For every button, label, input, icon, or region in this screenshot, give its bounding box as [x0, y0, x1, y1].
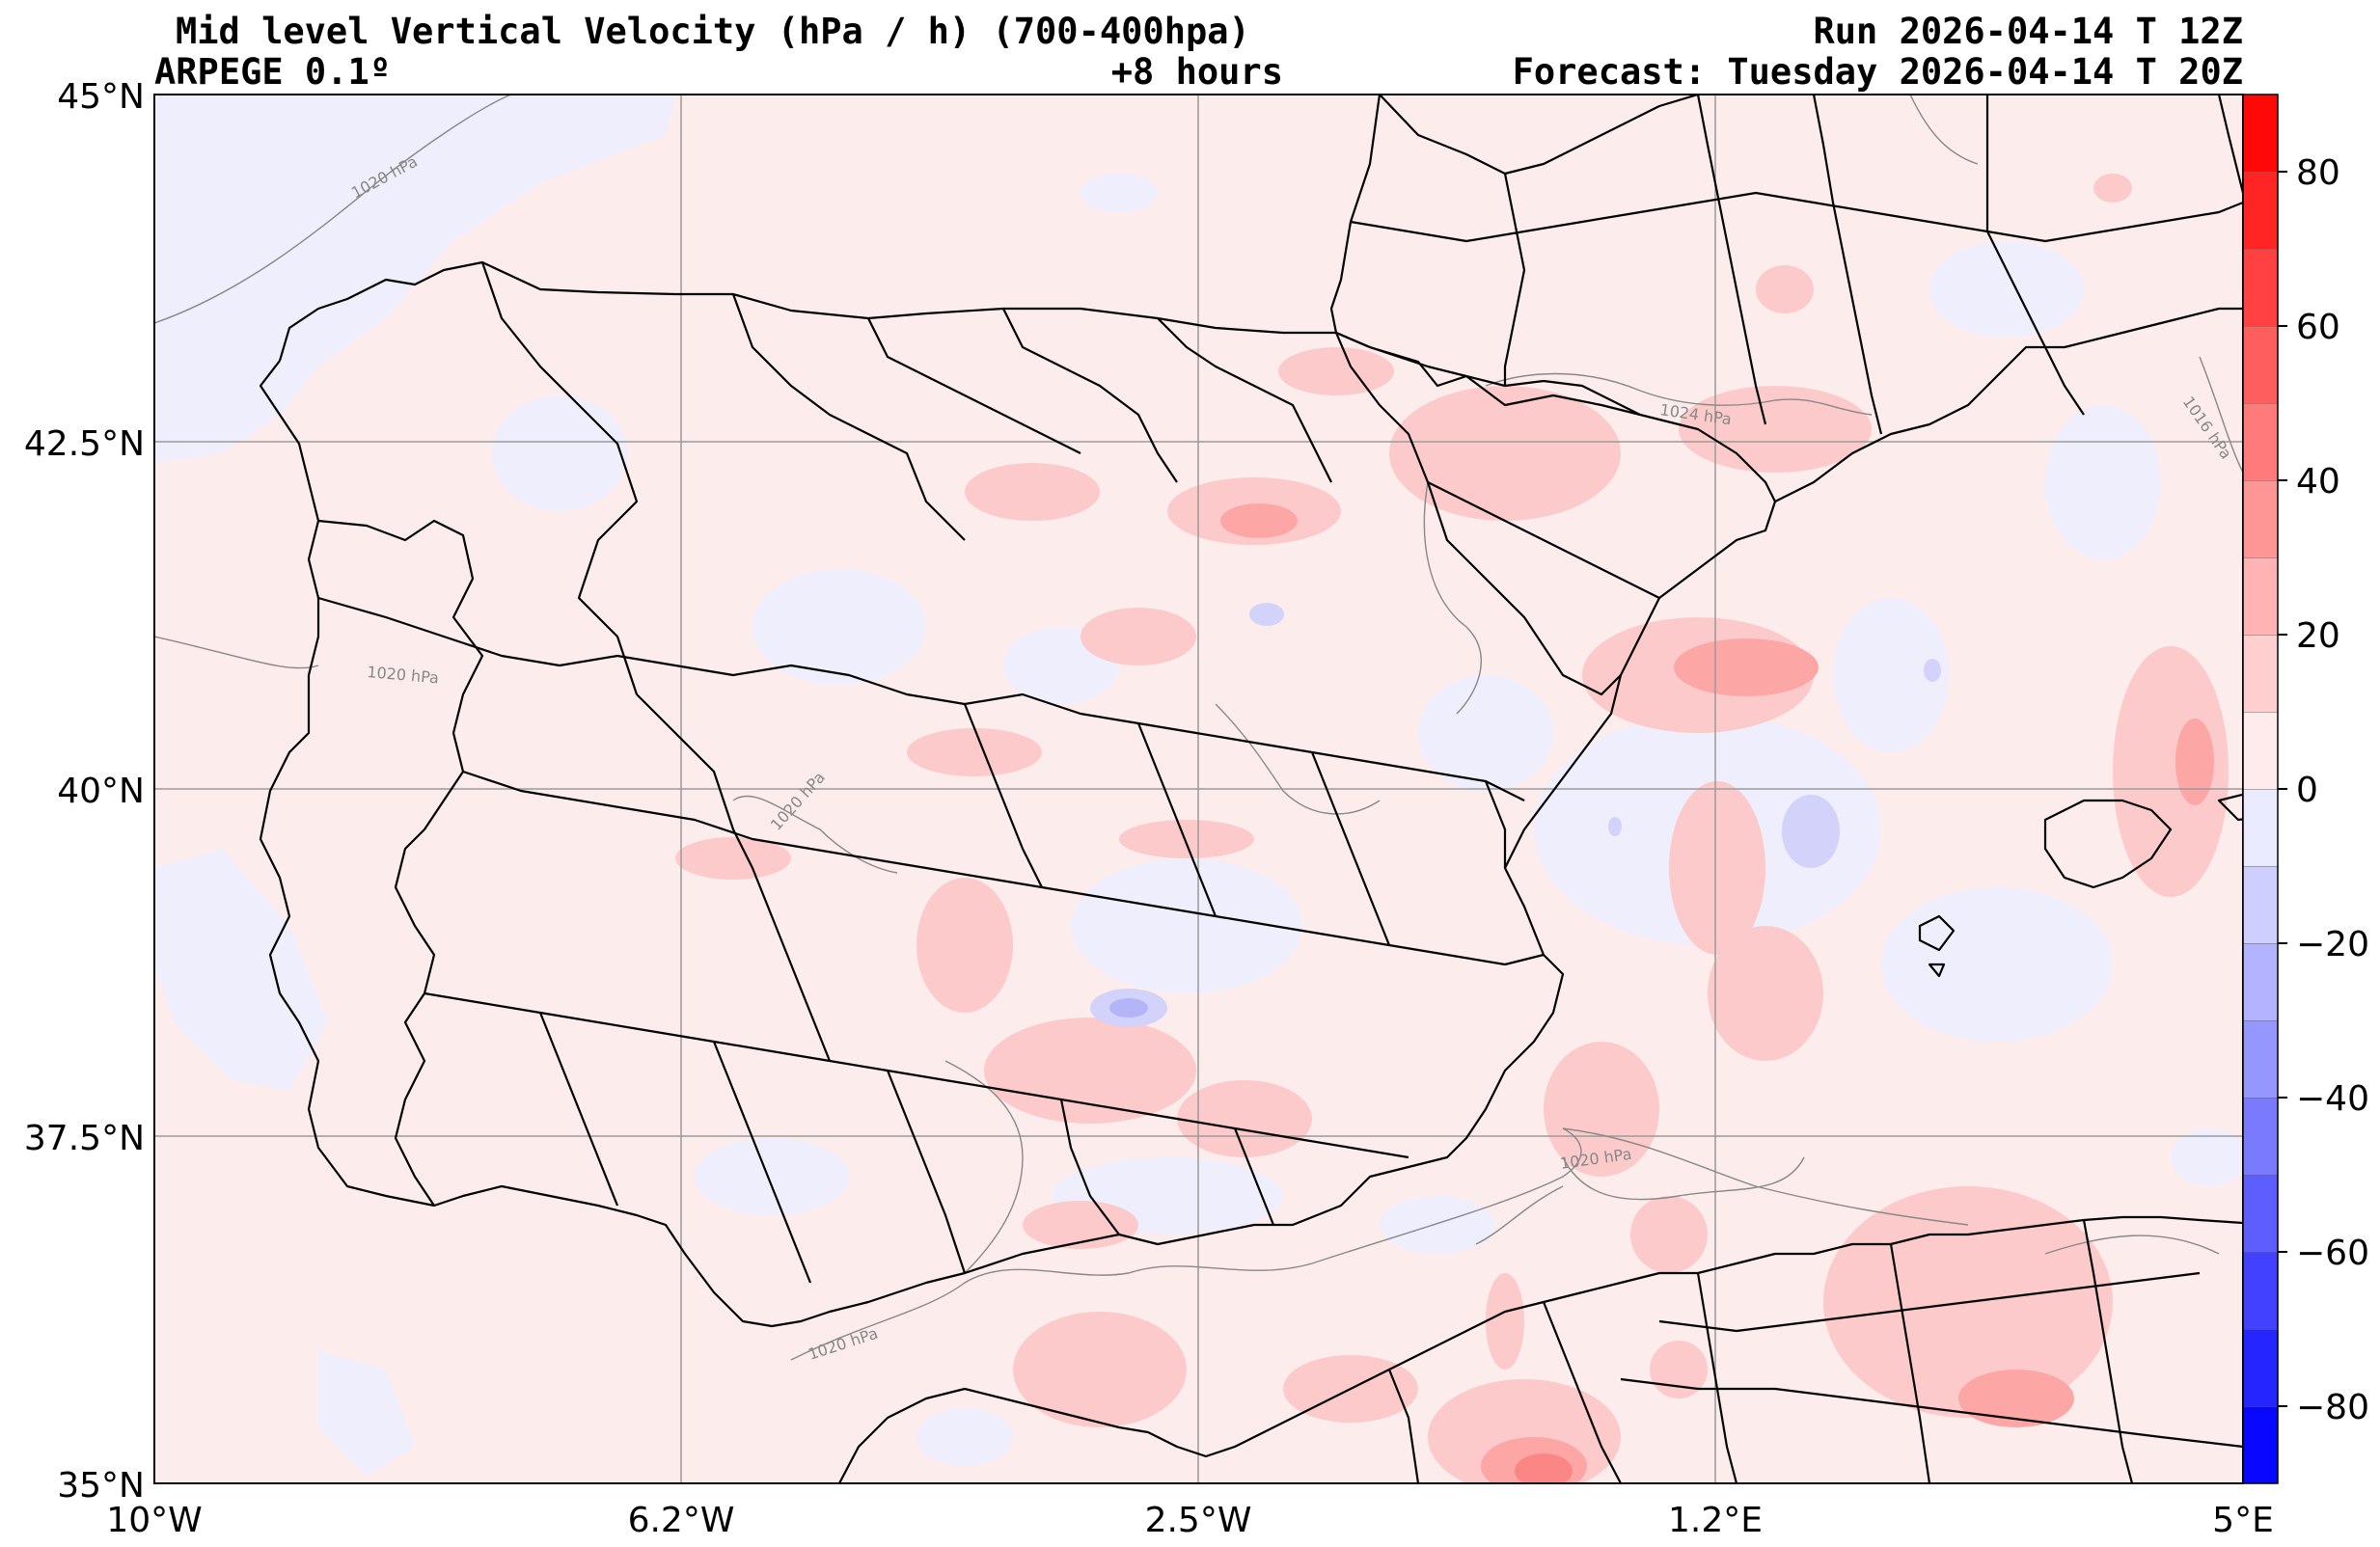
colorbar-band: [2243, 95, 2278, 172]
colorbar-band: [2243, 249, 2278, 326]
colorbar-band: [2243, 1098, 2278, 1175]
colorbar-band: [2243, 403, 2278, 480]
colorbar-band: [2243, 1020, 2278, 1098]
coastlines-and-borders: [259, 95, 2243, 1483]
lat-label: 40°N: [57, 772, 145, 811]
formentera: [1928, 963, 1946, 978]
colorbar-band: [2243, 943, 2278, 1020]
lon-label: 1.2°E: [1668, 1501, 1763, 1540]
vertical-velocity-field: 1020 hPa 1020 hPa 1020 hPa 1024 hPa 1016…: [154, 95, 2243, 1483]
colorbar-band: [2243, 557, 2278, 635]
colorbar-tick-label: −60: [2296, 1234, 2369, 1273]
colorbar: 80 60 40 20 0 −20 −40 −60 −80: [2242, 94, 2369, 1484]
model-name: ARPEGE 0.1º: [154, 51, 392, 93]
graticule: [154, 95, 2243, 1483]
colorbar-band: [2243, 172, 2278, 249]
colorbar-tick-label: −20: [2296, 925, 2369, 964]
descent-spots: [1090, 603, 1941, 1027]
ibiza: [1918, 914, 1956, 952]
colorbar-tick-label: 80: [2296, 153, 2340, 193]
africa-coast: [838, 1215, 2243, 1483]
colorbar-band: [2243, 326, 2278, 403]
descent-core: [1109, 998, 1148, 1018]
colorbar-band: [2243, 1252, 2278, 1329]
lon-label: 2.5°W: [1145, 1501, 1252, 1540]
lon-label: 6.2°W: [628, 1501, 735, 1540]
colorbar-band: [2243, 712, 2278, 789]
colorbar-band: [2243, 1406, 2278, 1483]
isobars: [154, 95, 2243, 1361]
lead-time: +8 hours: [1110, 51, 1283, 93]
menorca: [2217, 793, 2243, 822]
forecast-time: Forecast: Tuesday 2026-04-14 T 20Z: [1512, 51, 2243, 93]
colorbar-tick-label: 40: [2296, 462, 2340, 502]
portugal-border: [317, 519, 484, 1207]
lat-label: 35°N: [57, 1466, 145, 1506]
lat-label: 42.5°N: [24, 424, 145, 464]
lon-label: 5°E: [2212, 1501, 2274, 1540]
colorbar-tick-label: −40: [2296, 1079, 2369, 1119]
map-title: Mid level Vertical Velocity (hPa / h) (7…: [176, 11, 1250, 52]
lat-label: 37.5°N: [24, 1119, 145, 1158]
colorbar-band: [2243, 1175, 2278, 1252]
lon-label: 10°W: [106, 1501, 202, 1540]
colorbar-tick-label: 0: [2296, 771, 2318, 810]
colorbar-tick-label: −80: [2296, 1388, 2369, 1427]
colorbar-band: [2243, 480, 2278, 557]
mallorca: [2043, 799, 2173, 889]
colorbar-band: [2243, 866, 2278, 943]
colorbar-bands: [2243, 94, 2278, 1483]
iberia-coast: [259, 95, 1777, 1328]
strong-ascent-areas: [1515, 1453, 1573, 1483]
longitude-labels: 10°W 6.2°W 2.5°W 1.2°E 5°E: [106, 1501, 2274, 1540]
colorbar-band: [2243, 1329, 2278, 1406]
colorbar-band: [2243, 635, 2278, 712]
lat-label: 45°N: [57, 77, 145, 117]
colorbar-tick-label: 60: [2296, 308, 2340, 347]
colorbar-tick-label: 20: [2296, 616, 2340, 656]
colorbar-ticks: 80 60 40 20 0 −20 −40 −60 −80: [2278, 153, 2369, 1427]
latitude-labels: 45°N 42.5°N 40°N 37.5°N 35°N: [24, 77, 145, 1506]
run-time: Run 2026-04-14 T 12Z: [1813, 11, 2243, 52]
weak-descent-areas: [154, 95, 2243, 1476]
colorbar-band: [2243, 789, 2278, 866]
